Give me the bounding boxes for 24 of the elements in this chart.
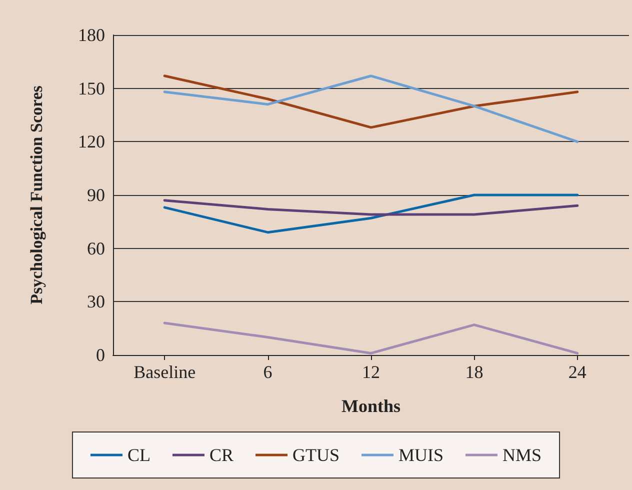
line-series [163,74,579,129]
y-axis-title: Psychological Function Scores [27,85,46,304]
y-tick-label: 120 [78,132,105,152]
x-tick-label: 18 [465,362,484,382]
x-axis-title: Months [341,396,401,416]
y-tick-label: 60 [87,238,105,258]
line-series [163,194,579,234]
legend-label: CR [209,445,234,465]
legend-label: MUIS [398,445,444,465]
x-tick-label: 6 [263,362,272,382]
legend-label: GTUS [292,445,340,465]
line-series [163,74,579,143]
x-tick-label: Baseline [134,362,196,382]
line-series [163,322,579,354]
y-tick-label: 150 [78,78,105,98]
line-series [163,199,579,216]
y-tick-label: 90 [87,185,105,205]
y-tick-label: 180 [78,25,105,45]
y-tick-label: 30 [87,292,105,312]
x-tick-label: 24 [568,362,586,382]
legend-label: NMS [502,445,542,465]
y-tick-label: 0 [96,345,105,365]
x-tick-label: 12 [362,362,380,382]
legend-label: CL [127,445,150,465]
